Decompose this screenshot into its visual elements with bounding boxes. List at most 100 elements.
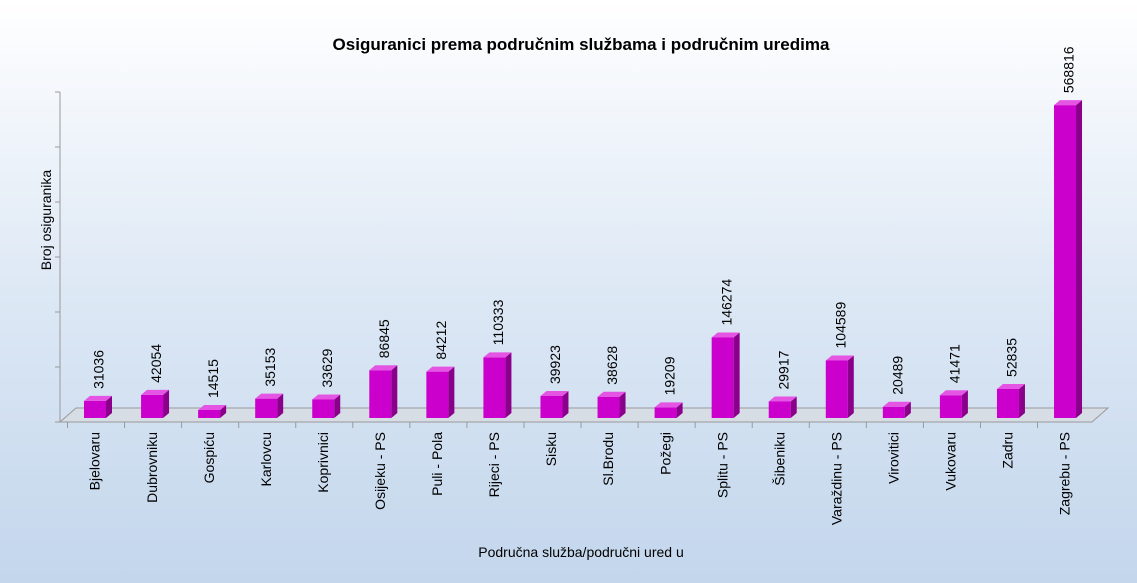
bar-front — [426, 371, 449, 418]
bar-top — [540, 391, 569, 397]
x-tick-label: Zadru — [1000, 432, 1016, 469]
value-label: 19209 — [661, 356, 677, 395]
bar-front — [141, 394, 164, 418]
bar — [597, 391, 626, 418]
x-tick-label: Sisku — [543, 432, 559, 466]
bar-side — [106, 395, 112, 418]
bar — [882, 401, 911, 418]
bar-top — [711, 332, 740, 338]
x-tick-label: Splitu - PS — [714, 432, 730, 498]
bar-front — [483, 357, 506, 418]
bar-side — [448, 366, 455, 418]
bar-front — [597, 396, 620, 418]
x-tick-label: Bjelovaru — [87, 432, 103, 490]
value-label: 110333 — [490, 299, 506, 345]
value-label: 52835 — [1004, 338, 1020, 377]
x-tick-label: Koprivnici — [315, 432, 331, 493]
value-label: 84212 — [433, 321, 449, 360]
bar-top — [255, 393, 284, 399]
value-label: 33629 — [319, 348, 335, 387]
bar-front — [654, 407, 677, 418]
bar-front — [996, 388, 1019, 418]
bar-front — [540, 396, 563, 418]
x-tick-label: Požegi — [657, 432, 673, 475]
x-tick-label: Karlovcu — [258, 432, 274, 486]
bar-top — [597, 391, 626, 397]
bar-front — [369, 370, 392, 418]
bar-side — [1018, 383, 1025, 418]
bar — [426, 366, 455, 418]
x-tick-label: Zagrebu - PS — [1057, 432, 1073, 515]
bar — [84, 395, 112, 418]
value-label: 29917 — [775, 350, 791, 389]
bar-front — [882, 406, 905, 418]
bar — [198, 405, 227, 418]
bar-side — [277, 393, 284, 418]
value-label: 14515 — [205, 359, 221, 398]
x-axis-label: Područna služba/područni ured u — [478, 544, 683, 560]
bar-side — [1076, 100, 1083, 419]
bar-top — [483, 352, 512, 358]
bar-side — [391, 365, 398, 418]
y-axis-label: Broj osiguranika — [38, 170, 54, 271]
value-label: 39923 — [547, 345, 563, 384]
chart-title: Osiguranici prema područnim službama i p… — [333, 35, 830, 54]
x-tick-label: Varaždinu - PS — [828, 432, 844, 525]
bar-side — [505, 352, 512, 418]
bar — [939, 390, 968, 418]
bar-side — [904, 401, 911, 418]
bar-front — [198, 410, 221, 418]
value-label: 31036 — [91, 350, 107, 389]
x-tick-label: Dubrovniku — [144, 432, 160, 503]
value-label: 146274 — [718, 279, 734, 326]
bar-top — [939, 390, 968, 396]
bar-side — [847, 355, 854, 418]
bar-front — [312, 399, 335, 418]
bar-top — [825, 355, 854, 361]
x-tick-label: Sl.Brodu — [600, 432, 616, 486]
bar — [654, 402, 683, 418]
bar-side — [220, 405, 227, 418]
x-tick-label: Virovitici — [886, 432, 902, 484]
bar-top — [768, 396, 797, 402]
bar-top — [369, 365, 398, 371]
bar — [141, 389, 170, 418]
value-label: 35153 — [262, 348, 278, 387]
bar — [711, 332, 740, 418]
bar — [540, 391, 569, 418]
bar-front — [255, 398, 278, 418]
x-tick-label: Gospiću — [201, 432, 217, 483]
bar-top — [1054, 100, 1083, 106]
value-label: 104589 — [832, 302, 848, 349]
bar-side — [334, 394, 341, 418]
x-tick-label: Vukovaru — [943, 432, 959, 491]
bar — [996, 383, 1025, 418]
bar-front — [825, 360, 848, 418]
value-label: 20489 — [890, 356, 906, 395]
value-label: 38628 — [604, 346, 620, 385]
x-tick-label: Puli - Pola — [429, 432, 445, 496]
bar-side — [676, 402, 683, 418]
bar — [369, 365, 398, 418]
bar-top — [996, 383, 1025, 389]
bar-top — [141, 389, 170, 395]
bar-side — [562, 391, 569, 418]
value-label: 41471 — [947, 344, 963, 383]
bar-top — [654, 402, 683, 408]
x-tick-label: Šibeniku — [771, 432, 787, 486]
bar-side — [733, 332, 740, 418]
bar — [1054, 100, 1083, 419]
bar-top — [198, 405, 227, 411]
bar — [768, 396, 797, 418]
bar — [483, 352, 512, 418]
x-tick-label: Osijeku - PS — [372, 432, 388, 510]
bar-front — [1054, 105, 1077, 419]
bar-front — [84, 400, 106, 418]
value-label: 568816 — [1061, 46, 1077, 93]
bar-top — [882, 401, 911, 407]
bar-side — [619, 391, 626, 418]
bar-front — [711, 337, 734, 418]
value-label: 86845 — [376, 319, 392, 358]
